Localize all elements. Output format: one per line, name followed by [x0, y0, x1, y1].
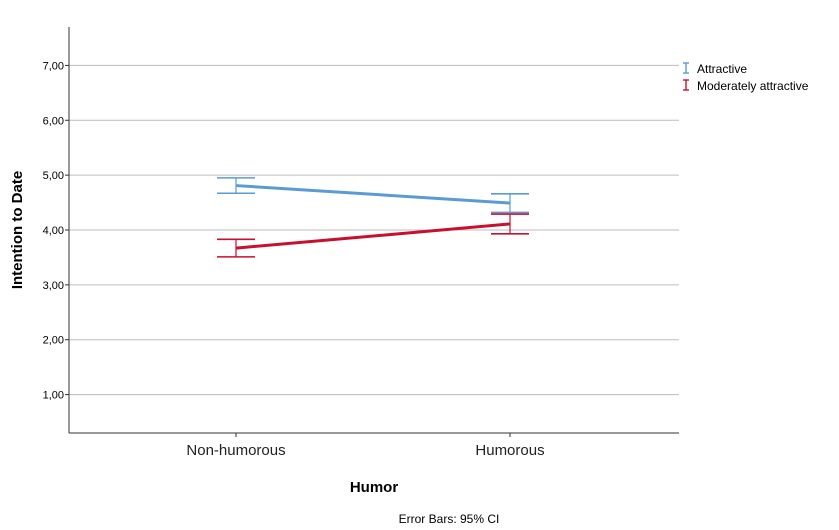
series-layer [217, 177, 529, 258]
y-tick-label: 4,00 [43, 225, 64, 237]
y-tick-label: 7,00 [43, 60, 64, 72]
x-axis-title: Humor [350, 479, 398, 496]
x-tick-labels: Non-humorous Humorous [186, 433, 545, 459]
y-tick-label: 5,00 [43, 170, 64, 182]
y-axis-title: Intention to Date [9, 171, 26, 289]
y-tick-label: 6,00 [43, 115, 64, 127]
series-line [235, 184, 511, 205]
series-line [235, 222, 511, 250]
x-tick-label: Non-humorous [186, 442, 285, 459]
series-0 [217, 177, 529, 214]
legend-item: Attractive [683, 62, 747, 76]
legend-label: Attractive [697, 62, 747, 76]
gridlines [69, 64, 679, 396]
legend-label: Moderately attractive [697, 79, 809, 93]
series-1 [217, 213, 529, 258]
y-tick-label: 1,00 [43, 390, 64, 402]
legend-item: Moderately attractive [683, 79, 809, 93]
y-tick-labels: 1,00 2,00 3,00 4,00 5,00 6,00 7,00 [43, 60, 69, 402]
x-tick-label: Humorous [475, 442, 544, 459]
y-tick-label: 3,00 [43, 280, 64, 292]
legend: Attractive Moderately attractive [683, 62, 809, 93]
y-tick-label: 2,00 [43, 335, 64, 347]
footnote: Error Bars: 95% CI [399, 512, 500, 526]
